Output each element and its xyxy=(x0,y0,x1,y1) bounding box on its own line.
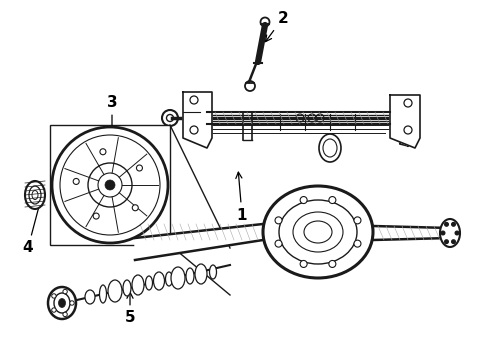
Circle shape xyxy=(275,217,282,224)
Ellipse shape xyxy=(166,272,172,286)
Ellipse shape xyxy=(195,264,207,284)
Polygon shape xyxy=(135,224,263,260)
Circle shape xyxy=(52,127,168,243)
Text: 5: 5 xyxy=(124,292,135,325)
Text: 3: 3 xyxy=(107,95,117,144)
Ellipse shape xyxy=(186,268,194,284)
Text: 4: 4 xyxy=(23,199,42,256)
Polygon shape xyxy=(183,92,212,148)
Circle shape xyxy=(445,222,448,226)
Circle shape xyxy=(105,180,115,190)
Polygon shape xyxy=(390,95,420,148)
Circle shape xyxy=(275,240,282,247)
Ellipse shape xyxy=(58,298,66,307)
Circle shape xyxy=(455,231,459,235)
Ellipse shape xyxy=(99,285,106,303)
Circle shape xyxy=(100,149,106,155)
Text: 2: 2 xyxy=(266,10,289,42)
Bar xyxy=(50,125,170,245)
Circle shape xyxy=(300,197,307,203)
Ellipse shape xyxy=(123,280,131,296)
Text: 6: 6 xyxy=(303,255,314,275)
Ellipse shape xyxy=(132,275,144,295)
Circle shape xyxy=(329,197,336,203)
Ellipse shape xyxy=(210,265,217,279)
Circle shape xyxy=(354,217,361,224)
Circle shape xyxy=(52,308,56,312)
Ellipse shape xyxy=(440,219,460,247)
Ellipse shape xyxy=(85,290,95,304)
Circle shape xyxy=(52,294,56,298)
Circle shape xyxy=(93,213,99,219)
Circle shape xyxy=(445,240,448,243)
Circle shape xyxy=(300,260,307,267)
Circle shape xyxy=(441,231,445,235)
Ellipse shape xyxy=(108,280,122,302)
Ellipse shape xyxy=(263,186,373,278)
Text: 1: 1 xyxy=(236,172,247,222)
Circle shape xyxy=(452,240,455,243)
Circle shape xyxy=(63,289,67,294)
Circle shape xyxy=(73,179,79,184)
Circle shape xyxy=(452,222,455,226)
Ellipse shape xyxy=(153,272,165,290)
Circle shape xyxy=(70,301,74,305)
Circle shape xyxy=(354,240,361,247)
Circle shape xyxy=(63,312,67,316)
Ellipse shape xyxy=(25,181,45,209)
Polygon shape xyxy=(373,226,450,240)
Ellipse shape xyxy=(146,276,152,290)
Circle shape xyxy=(132,205,138,211)
Ellipse shape xyxy=(319,134,341,162)
Ellipse shape xyxy=(171,267,185,289)
Circle shape xyxy=(329,260,336,267)
Ellipse shape xyxy=(48,287,76,319)
Circle shape xyxy=(136,165,143,171)
